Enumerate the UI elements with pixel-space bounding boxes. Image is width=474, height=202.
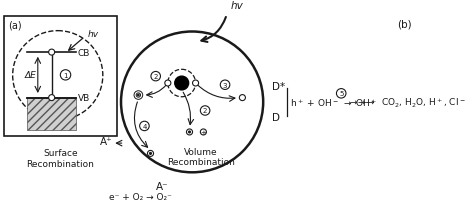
Text: A⁻: A⁻: [155, 181, 168, 191]
Circle shape: [201, 106, 210, 116]
Circle shape: [192, 81, 199, 87]
Circle shape: [239, 95, 246, 101]
Text: +: +: [201, 129, 206, 135]
Text: ΔE: ΔE: [25, 71, 37, 80]
Text: $\rightarrow\!\!\rightarrow\!\!\rightarrow$  CO$_2$, H$_2$O, H$^+$, Cl$^-$: $\rightarrow\!\!\rightarrow\!\!\rightarr…: [348, 96, 466, 109]
Text: D*: D*: [272, 82, 285, 92]
Text: 4: 4: [142, 123, 146, 129]
Circle shape: [121, 32, 263, 173]
Text: (b): (b): [397, 20, 412, 30]
Text: VB: VB: [78, 94, 90, 103]
Text: 2: 2: [203, 108, 207, 114]
Circle shape: [136, 94, 140, 98]
Circle shape: [134, 91, 143, 100]
Circle shape: [175, 77, 189, 90]
Text: 1: 1: [64, 73, 68, 78]
Circle shape: [189, 132, 191, 133]
Circle shape: [337, 89, 346, 99]
Circle shape: [220, 81, 230, 90]
Circle shape: [150, 153, 151, 155]
Text: hv: hv: [231, 1, 244, 11]
Text: e⁻ + O₂ → O₂⁻: e⁻ + O₂ → O₂⁻: [109, 192, 172, 201]
Text: 5: 5: [339, 91, 343, 97]
Text: 2: 2: [154, 74, 158, 80]
Circle shape: [137, 95, 139, 96]
Text: hv: hv: [88, 29, 99, 39]
Text: h$^+$ + OH$^-$ $\rightarrow$ OH$^+$: h$^+$ + OH$^-$ $\rightarrow$ OH$^+$: [290, 97, 378, 108]
Text: D: D: [272, 113, 280, 123]
Circle shape: [49, 95, 55, 101]
Circle shape: [165, 81, 171, 87]
Circle shape: [151, 72, 161, 81]
Circle shape: [49, 50, 55, 56]
Text: (a): (a): [9, 21, 22, 31]
Text: CB: CB: [78, 48, 90, 57]
Circle shape: [201, 129, 206, 135]
Text: 3: 3: [223, 82, 228, 88]
Text: Volume
Recombination: Volume Recombination: [167, 147, 235, 166]
Circle shape: [140, 122, 149, 131]
Text: Surface
Recombination: Surface Recombination: [27, 148, 94, 168]
Circle shape: [186, 129, 192, 135]
Text: A⁺: A⁺: [100, 136, 112, 146]
Circle shape: [60, 70, 71, 81]
Circle shape: [147, 151, 154, 157]
Bar: [4, 17, 117, 137]
Bar: [27, 98, 76, 130]
